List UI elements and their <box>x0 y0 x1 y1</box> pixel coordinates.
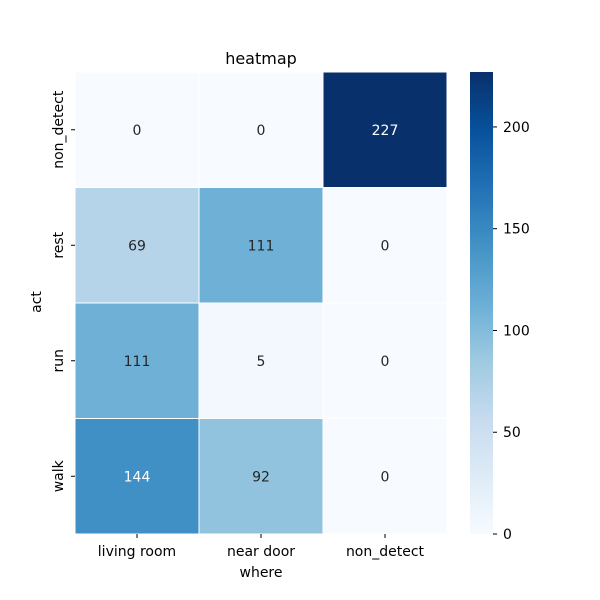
cell-value-label: 227 <box>372 123 399 139</box>
y-axis-label: act <box>29 291 45 313</box>
y-tick-label: non_detect <box>51 90 67 169</box>
heatmap-cell <box>198 71 324 188</box>
colorbar-tick-label: 150 <box>503 222 530 238</box>
y-tick-label: run <box>51 349 67 373</box>
heatmap-cell <box>198 302 324 419</box>
heatmap-cell <box>74 71 200 188</box>
heatmap-cells: 0 0 227 69 111 0 111 5 0 144 92 0 <box>74 71 448 535</box>
heatmap-cell <box>322 71 448 188</box>
colorbar-tick-label: 200 <box>503 120 530 136</box>
heatmap-cell <box>322 418 448 535</box>
cell-value-label: 0 <box>381 238 390 254</box>
y-tick-label: walk <box>51 459 67 492</box>
cell-value-label: 92 <box>252 469 270 485</box>
colorbar-tick-label: 50 <box>503 425 521 441</box>
cell-value-label: 111 <box>248 238 275 254</box>
x-tick-label: near door <box>227 544 295 560</box>
colorbar-ticks: 0 50 100 150 200 <box>493 120 530 543</box>
cell-value-label: 0 <box>381 469 390 485</box>
cell-value-label: 144 <box>124 469 151 485</box>
chart-title: heatmap <box>225 49 297 68</box>
colorbar-tick-label: 100 <box>503 323 530 339</box>
x-axis-label: where <box>240 565 283 581</box>
cell-value-label: 0 <box>381 354 390 370</box>
cell-value-label: 69 <box>128 238 146 254</box>
cell-value-label: 111 <box>124 354 151 370</box>
y-tick-label: rest <box>51 231 67 258</box>
x-tick-label: living room <box>98 544 176 560</box>
x-axis-ticks: living room near door non_detect <box>98 534 425 560</box>
heatmap-cell <box>198 187 324 304</box>
cell-value-label: 0 <box>133 123 142 139</box>
cell-value-label: 0 <box>257 123 266 139</box>
heatmap-cell <box>74 187 200 304</box>
heatmap-cell <box>322 187 448 304</box>
heatmap-cell <box>74 418 200 535</box>
colorbar-tick-label: 0 <box>503 527 512 543</box>
x-tick-label: non_detect <box>346 544 425 560</box>
colorbar <box>470 72 493 534</box>
cell-value-label: 5 <box>257 354 266 370</box>
